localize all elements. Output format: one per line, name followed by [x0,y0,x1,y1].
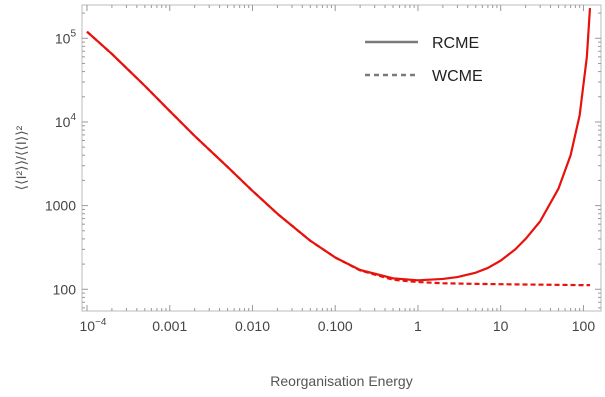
x-tick-label: 1 [414,318,422,334]
x-axis-label: Reorganisation Energy [270,373,412,389]
series-line-wcme [86,30,590,287]
x-tick-label: 0.001 [152,318,187,334]
legend-label-wcme: WCME [432,68,483,85]
plot-frame [81,4,602,312]
legend: RCME WCME [365,35,483,85]
x-tick-label: 10 [493,318,509,334]
y-tick-label: 105 [55,28,77,46]
x-tick-label: 0.100 [318,318,353,334]
y-tick-label: 104 [55,112,77,130]
y-axis-label: ⟨⟨I²⟩⟩/⟨⟨I⟩⟩² [13,125,29,190]
y-tick-label: 100 [53,281,77,297]
ticks: 10−4 0.001 0.010 0.100 1 10 100 100 1000 104 105 [45,5,601,334]
y-tick-label: 1000 [45,198,76,214]
series-line-rcme [86,7,592,282]
x-tick-label: 10−4 [80,317,107,334]
x-tick-label: 0.010 [235,318,270,334]
series-group [86,7,592,287]
legend-label-rcme: RCME [432,35,479,52]
x-tick-label: 100 [572,318,596,334]
